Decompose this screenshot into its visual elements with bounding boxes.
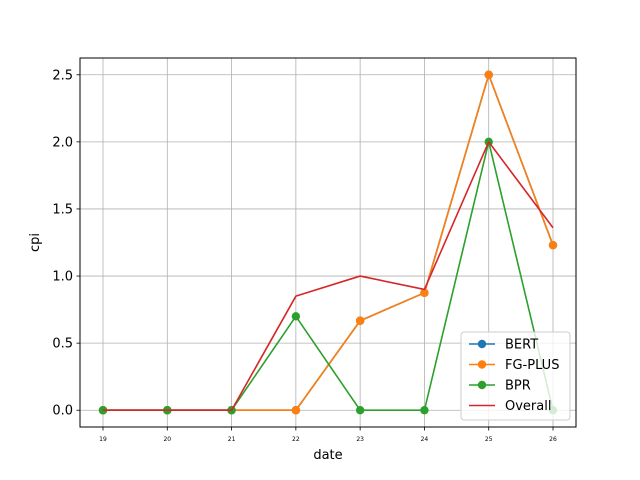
x-tick-label: 22 bbox=[292, 436, 300, 443]
data-point bbox=[291, 312, 301, 321]
x-tick-label: 25 bbox=[485, 436, 493, 443]
x-tick-label: 23 bbox=[356, 436, 364, 443]
series-line bbox=[103, 141, 554, 412]
data-point bbox=[291, 406, 301, 415]
y-axis-label: cpi bbox=[28, 233, 43, 252]
y-tick-label: 2.0 bbox=[52, 135, 73, 150]
legend-entry-label: Overall bbox=[505, 399, 551, 414]
x-tick-label: 26 bbox=[549, 436, 557, 443]
y-tick-label: 0.5 bbox=[52, 337, 73, 352]
y-tick-label: 1.0 bbox=[52, 270, 73, 285]
data-point bbox=[355, 316, 365, 325]
legend-box bbox=[460, 331, 571, 421]
legend-entry-label: BERT bbox=[505, 338, 538, 353]
x-tick-label: 21 bbox=[228, 436, 236, 443]
x-tick-label: 20 bbox=[163, 436, 171, 443]
legend: BERT FG-PLUS BPR Overall bbox=[460, 331, 571, 421]
data-point bbox=[420, 406, 429, 415]
x-axis-label: date bbox=[313, 448, 342, 463]
legend-marker-swatch bbox=[477, 380, 487, 390]
legend-marker-swatch bbox=[477, 360, 487, 369]
x-tick-label: 24 bbox=[421, 436, 429, 443]
series-layer bbox=[98, 70, 558, 415]
data-point bbox=[355, 406, 365, 415]
y-tick-label: 2.5 bbox=[52, 68, 73, 83]
legend-marker-swatch bbox=[477, 339, 487, 349]
data-point bbox=[420, 288, 429, 298]
series-overall bbox=[103, 141, 554, 412]
axis-ticks: 19 20 21 22 23 24 25 26 0.0 0.5 1.0 1.5 2.0 2.5 bbox=[52, 68, 557, 443]
legend-entry-label: BPR bbox=[505, 379, 531, 394]
x-tick-label: 19 bbox=[99, 436, 107, 443]
y-tick-label: 0.0 bbox=[52, 404, 73, 419]
legend-entry-label: FG-PLUS bbox=[505, 358, 559, 373]
data-point bbox=[484, 70, 493, 79]
data-point bbox=[548, 240, 558, 250]
plot-frame bbox=[79, 57, 577, 428]
y-tick-label: 1.5 bbox=[52, 202, 73, 217]
